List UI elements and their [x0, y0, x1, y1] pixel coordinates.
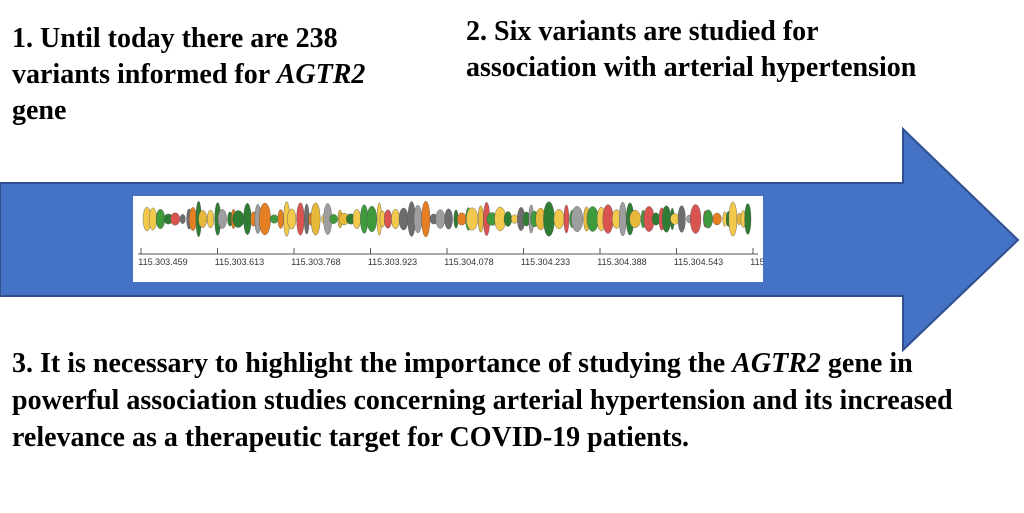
variant-glyph	[629, 209, 642, 229]
variant-glyph	[148, 207, 157, 231]
variant-glyph	[744, 203, 752, 235]
variant-glyph	[269, 214, 279, 224]
variant-glyph	[352, 208, 361, 230]
variant-glyph	[586, 206, 599, 232]
variant-glyph	[232, 210, 245, 228]
statement-1-text: 1. Until today there are 238 variants in…	[12, 23, 338, 90]
variant-track: 115.303.459 115.303.613 115.303.768 115.303…	[138, 200, 763, 267]
variant-glyph	[466, 207, 479, 231]
variant-glyph	[398, 207, 409, 231]
track-tick-label: 115.303.459	[138, 257, 187, 267]
track-tick-label: 115.304.388	[597, 257, 646, 267]
variant-track-panel: 115.303.459 115.303.613 115.303.768 115.303…	[133, 196, 763, 282]
variant-glyph	[243, 203, 252, 235]
track-tick-label: 115.304.697	[750, 257, 763, 267]
variant-glyph	[511, 214, 519, 224]
variant-glyph	[198, 210, 208, 228]
variant-glyph	[287, 208, 297, 230]
statement-3-text: 3. It is necessary to highlight the impo…	[12, 348, 733, 379]
variant-glyph	[217, 209, 227, 229]
variant-glyph	[189, 207, 197, 231]
variant-glyph	[571, 206, 583, 232]
variant-glyph	[602, 204, 614, 234]
statement-1: 1. Until today there are 238 variants in…	[12, 21, 412, 129]
variant-glyph	[677, 205, 686, 233]
variant-glyph	[391, 208, 400, 230]
variant-glyph	[170, 212, 181, 226]
variant-glyph	[553, 208, 565, 230]
variant-glyph	[661, 205, 671, 233]
track-tick-label: 115.304.543	[674, 257, 723, 267]
variant-glyph	[366, 205, 378, 233]
variant-glyph	[456, 212, 467, 226]
statement-3: 3. It is necessary to highlight the impo…	[12, 345, 1012, 456]
variant-glyph	[296, 202, 305, 236]
variant-glyphs	[142, 200, 752, 238]
variant-glyph	[444, 208, 453, 230]
variant-glyph	[413, 204, 423, 234]
variant-glyph	[329, 214, 338, 224]
track-tick-label: 115.304.078	[444, 257, 493, 267]
variant-glyph	[503, 211, 513, 227]
track-ticks: 115.303.459 115.303.613 115.303.768 115.303…	[138, 248, 763, 267]
track-tick-label: 115.304.233	[521, 257, 570, 267]
variant-glyph	[277, 209, 284, 229]
variant-glyph	[712, 212, 722, 226]
track-tick-label: 115.303.613	[215, 257, 264, 267]
variant-glyph	[619, 201, 627, 237]
variant-glyph	[421, 200, 431, 238]
variant-glyph	[477, 205, 484, 233]
track-tick-label: 115.303.923	[368, 257, 417, 267]
variant-glyph	[303, 203, 310, 235]
statement-3-gene: AGTR2	[732, 348, 821, 379]
variant-glyph	[206, 209, 215, 229]
variant-glyph	[383, 209, 392, 229]
variant-glyph	[435, 209, 446, 229]
variant-glyph	[258, 202, 271, 236]
variant-glyph	[689, 204, 702, 234]
track-tick-label: 115.303.768	[291, 257, 340, 267]
variant-glyph	[703, 209, 713, 229]
variant-glyph	[543, 201, 555, 237]
statement-1-gene: AGTR2	[276, 59, 366, 90]
variant-glyph	[563, 204, 570, 234]
statement-1-text-end: gene	[12, 95, 67, 126]
statement-3-text-end: gene in powerful association studies con…	[12, 348, 953, 453]
statement-2: 2. Six variants are studied for associat…	[466, 16, 917, 83]
variant-glyph	[155, 208, 166, 230]
variant-glyph	[179, 214, 186, 224]
variant-glyph	[728, 201, 738, 237]
variant-glyph	[310, 202, 321, 236]
